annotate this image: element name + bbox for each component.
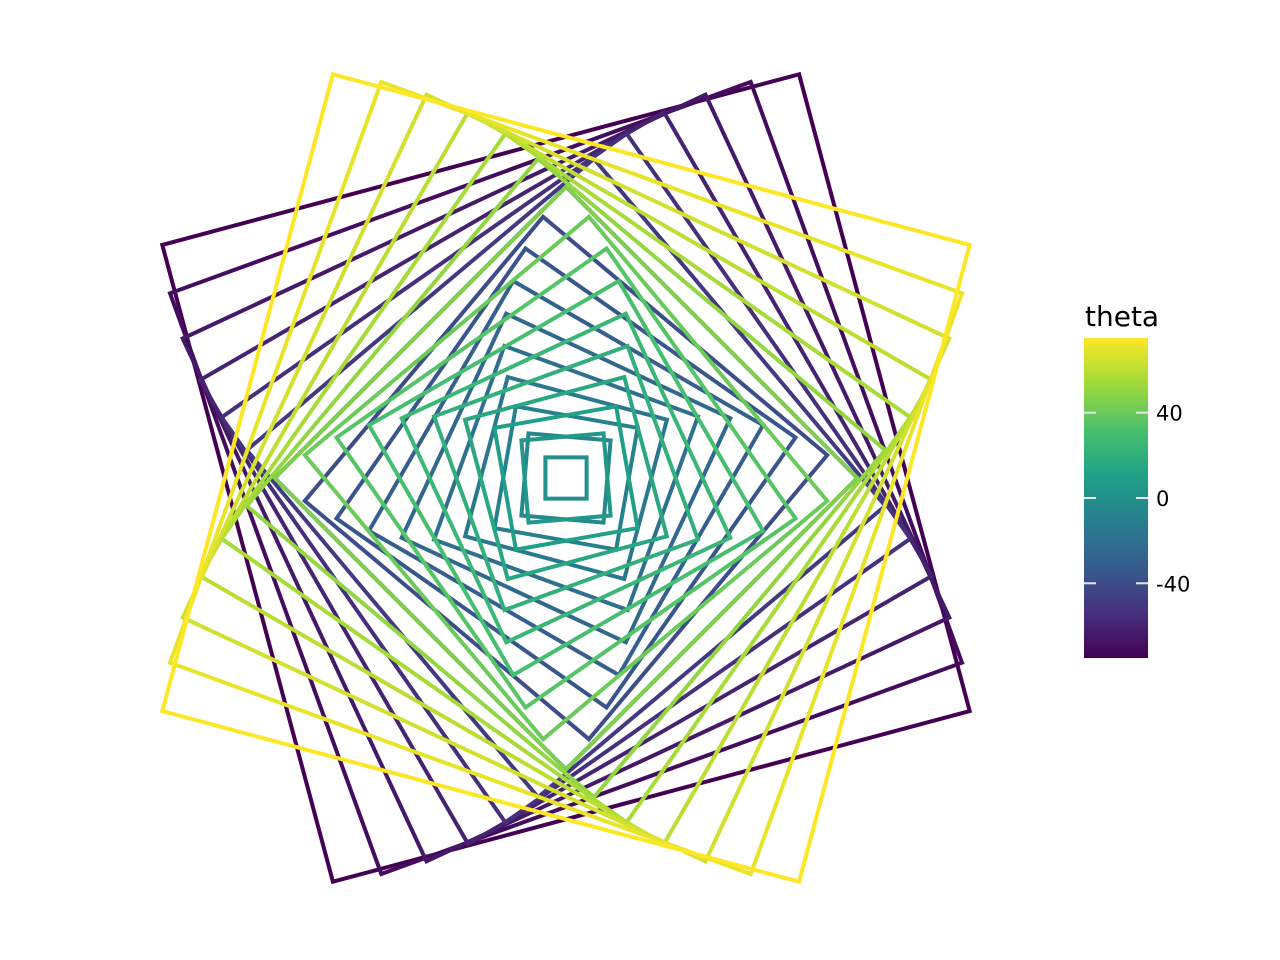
series-square-16 — [519, 431, 613, 525]
series-square-23 — [301, 213, 831, 743]
series-square-19 — [431, 343, 701, 613]
plot-area — [159, 71, 973, 885]
series-square-17 — [492, 404, 640, 552]
series-square-24 — [271, 183, 861, 773]
colorbar-legend: theta -40 0 40 — [1084, 300, 1190, 658]
series-square-15 — [543, 455, 589, 501]
series-square-27 — [197, 109, 935, 847]
legend-title: theta — [1085, 300, 1159, 333]
series-square-18 — [462, 374, 670, 582]
series-square-5 — [243, 155, 889, 801]
series-square-1 — [167, 79, 965, 877]
series-square-2 — [180, 92, 952, 864]
series-square-6 — [271, 183, 861, 773]
series-square-30 — [159, 71, 973, 885]
series-square-28 — [180, 92, 952, 864]
series-square-29 — [167, 79, 965, 877]
series-square-10 — [399, 311, 733, 645]
series-square-14 — [519, 431, 613, 525]
colorbar-ticks: -40 0 40 — [1084, 402, 1190, 596]
series-square-22 — [333, 245, 799, 711]
series-square-7 — [301, 213, 831, 743]
series-square-3 — [197, 109, 935, 847]
series-square-8 — [333, 245, 799, 711]
colorbar-tick-label-1: 0 — [1156, 487, 1169, 511]
series-square-0 — [159, 71, 973, 885]
series-square-12 — [462, 374, 670, 582]
colorbar-tick-label-2: 40 — [1156, 402, 1183, 426]
series-square-20 — [399, 311, 733, 645]
series-square-13 — [492, 404, 640, 552]
series-square-25 — [243, 155, 889, 801]
series-square-21 — [366, 278, 766, 678]
colorbar-tick-label-0: -40 — [1156, 572, 1190, 596]
series-square-4 — [218, 130, 914, 826]
